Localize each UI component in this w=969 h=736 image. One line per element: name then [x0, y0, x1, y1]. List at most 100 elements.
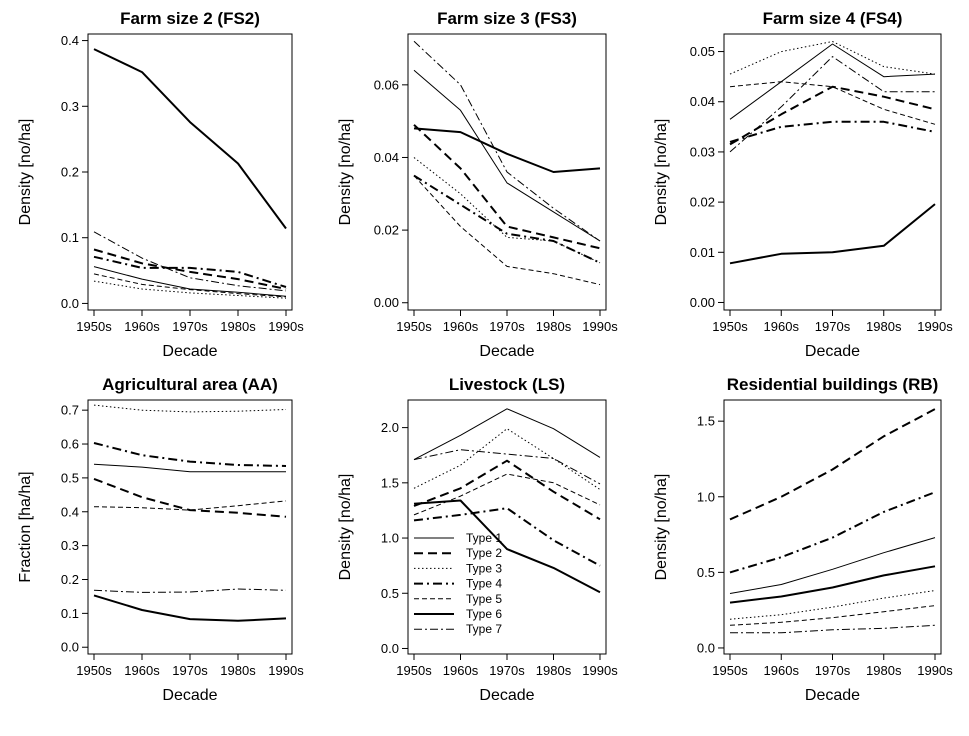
series-line-type-1 — [413, 69, 601, 242]
y-tick-label: 0.2 — [61, 572, 79, 587]
series-line-type-6 — [413, 127, 601, 173]
y-tick-label: 0.05 — [690, 44, 715, 59]
y-axis-label: Density [no/ha] — [337, 474, 354, 581]
series-line-type-2 — [93, 477, 287, 518]
y-tick-label: 0.01 — [690, 245, 715, 260]
series-line-type-6 — [93, 594, 287, 622]
series-line-type-2 — [413, 459, 601, 521]
y-tick-label: 0.6 — [61, 437, 79, 452]
series-line-type-7 — [730, 624, 936, 634]
series-line-type-2 — [93, 248, 287, 290]
series-line-type-7 — [413, 40, 601, 242]
y-tick-label: 1.5 — [381, 475, 399, 490]
y-tick-label: 0.06 — [374, 77, 399, 92]
series-line-type-7 — [413, 449, 601, 485]
chart-panel-3: Farm size 4 (FS4) 1950s 1960s 1970s 1980s 199… — [653, 9, 953, 360]
plot-frame — [87, 399, 293, 655]
x-tick-label: 1960s — [764, 663, 800, 678]
plot-frame — [723, 399, 942, 655]
y-tick-label: 0.04 — [374, 150, 399, 165]
series-line-type-6 — [729, 203, 936, 265]
y-tick-label: 0.4 — [61, 33, 79, 48]
series-line-type-5 — [729, 81, 936, 125]
series-line-type-5 — [93, 273, 287, 298]
legend-label-type-6: Type 6 — [466, 607, 502, 621]
x-axis-label: Decade — [162, 687, 217, 704]
series-line-type-7 — [729, 56, 935, 153]
legend-label-type-3: Type 3 — [466, 561, 502, 575]
y-tick-label: 0.2 — [61, 165, 79, 180]
x-tick-label: 1960s — [764, 319, 800, 334]
series-line-type-5 — [413, 175, 601, 286]
series-line-type-3 — [93, 280, 287, 299]
chart-panel-5: Livestock (LS) 1950s 1960s 1970s 1980s 1990s 0… — [337, 375, 618, 704]
x-axis-label: Decade — [479, 343, 534, 360]
x-tick-label: 1990s — [268, 663, 304, 678]
y-tick-label: 0.5 — [61, 470, 79, 485]
x-tick-label: 1950s — [712, 663, 748, 678]
series-line-type-6 — [413, 499, 601, 594]
plot-frame — [407, 399, 607, 655]
chart-title: Farm size 4 (FS4) — [763, 9, 903, 28]
x-tick-label: 1970s — [489, 663, 525, 678]
series-line-type-3 — [729, 41, 936, 75]
x-axis-label: Decade — [479, 687, 534, 704]
y-tick-label: 0.02 — [690, 195, 715, 210]
y-tick-label: 1.5 — [697, 414, 715, 429]
series-line-type-4 — [413, 174, 601, 264]
y-tick-label: 0.7 — [61, 403, 79, 418]
y-tick-label: 0.04 — [690, 94, 715, 109]
chart-title: Farm size 3 (FS3) — [437, 9, 577, 28]
chart-title: Agricultural area (AA) — [102, 375, 278, 394]
y-tick-label: 0.5 — [381, 586, 399, 601]
y-axis-label: Density [no/ha] — [337, 119, 354, 226]
series-line-type-1 — [729, 43, 936, 120]
chart-title: Residential buildings (RB) — [727, 375, 939, 394]
x-tick-label: 1950s — [712, 319, 748, 334]
y-axis-label: Fraction [ha/ha] — [17, 471, 34, 582]
x-tick-label: 1980s — [866, 319, 902, 334]
x-tick-label: 1990s — [582, 663, 618, 678]
y-tick-label: 0.3 — [61, 538, 79, 553]
series-line-type-5 — [93, 500, 287, 511]
y-tick-label: 0.03 — [690, 144, 715, 159]
series-line-type-3 — [413, 157, 601, 264]
series-line-type-3 — [729, 590, 936, 620]
y-tick-label: 0.1 — [61, 606, 79, 621]
series-line-type-2 — [413, 124, 601, 250]
x-tick-label: 1960s — [124, 663, 160, 678]
series-line-type-6 — [93, 48, 287, 230]
x-tick-label: 1950s — [396, 663, 432, 678]
y-tick-label: 2.0 — [381, 420, 399, 435]
x-tick-label: 1990s — [582, 319, 618, 334]
y-tick-label: 1.0 — [697, 489, 715, 504]
series-line-type-4 — [93, 255, 287, 288]
x-tick-label: 1970s — [172, 663, 208, 678]
x-axis-label: Decade — [162, 343, 217, 360]
y-axis-label: Density [no/ha] — [17, 119, 34, 226]
series-line-type-4 — [413, 507, 601, 567]
legend-label-type-1: Type 1 — [466, 531, 502, 545]
chart-title: Livestock (LS) — [449, 375, 565, 394]
chart-panel-6: Residential buildings (RB) 1950s 1960s 1970… — [653, 375, 953, 704]
chart-panel-4: Agricultural area (AA) 1950s 1960s 1970s 198… — [17, 375, 304, 704]
x-tick-label: 1960s — [443, 663, 479, 678]
legend-label-type-4: Type 4 — [466, 577, 502, 591]
y-tick-label: 0.0 — [381, 641, 399, 656]
y-tick-label: 0.02 — [374, 223, 399, 238]
y-tick-label: 0.0 — [61, 296, 79, 311]
x-tick-label: 1990s — [268, 319, 304, 334]
y-tick-label: 0.3 — [61, 99, 79, 114]
x-tick-label: 1980s — [536, 319, 572, 334]
legend-label-type-2: Type 2 — [466, 546, 502, 560]
chart-panel-2: Farm size 3 (FS3) 1950s 1960s 1970s 1980s 199… — [337, 9, 618, 360]
y-tick-label: 1.0 — [381, 531, 399, 546]
series-line-type-7 — [93, 231, 287, 292]
x-tick-label: 1980s — [220, 663, 256, 678]
series-line-type-3 — [93, 404, 287, 413]
x-tick-label: 1960s — [124, 319, 160, 334]
y-tick-label: 0.0 — [61, 640, 79, 655]
series-line-type-4 — [93, 442, 287, 467]
x-tick-label: 1970s — [489, 319, 525, 334]
chart-title: Farm size 2 (FS2) — [120, 9, 260, 28]
